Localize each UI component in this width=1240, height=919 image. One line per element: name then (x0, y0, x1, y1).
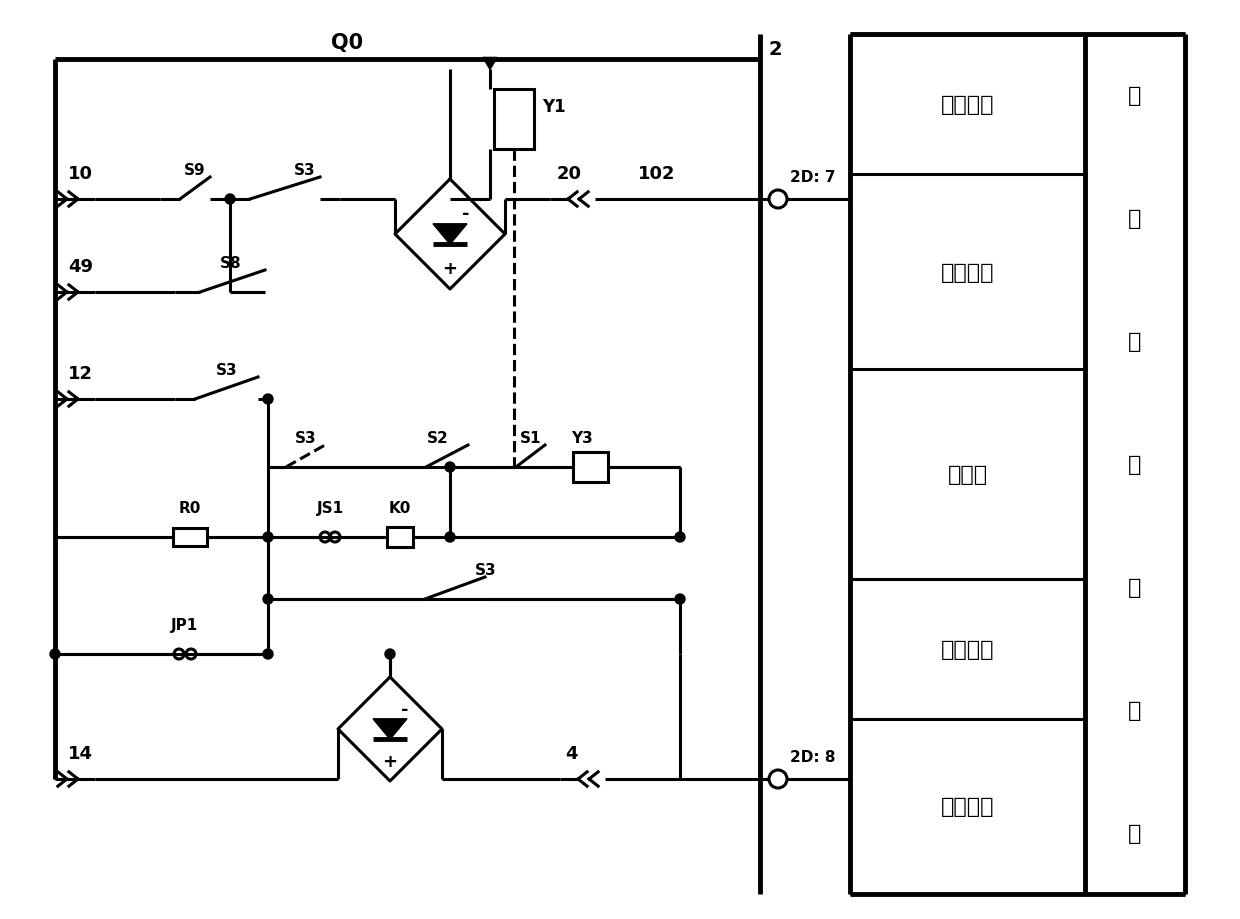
Text: 闸: 闸 (1128, 577, 1142, 597)
Text: R0: R0 (179, 501, 201, 516)
Text: 回: 回 (1128, 700, 1142, 720)
Text: 12: 12 (68, 365, 93, 382)
Text: Y1: Y1 (542, 98, 565, 116)
Text: S8: S8 (219, 255, 242, 271)
Bar (387, 528, 413, 548)
Text: 2: 2 (768, 40, 781, 59)
Text: +: + (443, 260, 458, 278)
Text: 重合闸: 重合闸 (947, 464, 987, 484)
Circle shape (445, 462, 455, 472)
Circle shape (263, 394, 273, 404)
Text: 2D: 8: 2D: 8 (790, 749, 836, 765)
Bar (174, 528, 207, 547)
Text: S3: S3 (216, 363, 237, 378)
Text: JS1: JS1 (316, 501, 343, 516)
Circle shape (50, 650, 60, 659)
Text: 2D: 7: 2D: 7 (790, 170, 836, 185)
Polygon shape (482, 58, 497, 71)
Text: -: - (461, 205, 469, 222)
Polygon shape (433, 224, 467, 245)
Text: 器: 器 (1128, 332, 1142, 352)
Circle shape (384, 650, 396, 659)
Circle shape (675, 595, 684, 605)
Circle shape (675, 532, 684, 542)
Text: Q0: Q0 (331, 33, 363, 53)
Circle shape (224, 195, 236, 205)
Polygon shape (373, 719, 407, 740)
Bar (573, 452, 608, 482)
Circle shape (263, 532, 273, 542)
Text: 4: 4 (565, 744, 578, 762)
Text: Y3: Y3 (570, 430, 593, 446)
Text: S3: S3 (475, 562, 497, 577)
Text: 跳位监视: 跳位监视 (941, 262, 994, 282)
Text: S3: S3 (294, 163, 316, 177)
Text: S3: S3 (295, 430, 316, 446)
Text: 就地操作: 就地操作 (941, 640, 994, 659)
Text: 路: 路 (1128, 209, 1142, 229)
Text: 断: 断 (1128, 86, 1142, 107)
Circle shape (445, 532, 455, 542)
Text: +: + (382, 753, 398, 770)
Text: 合: 合 (1128, 455, 1142, 474)
Text: 合闸闭锁: 合闸闭锁 (941, 95, 994, 115)
Text: 14: 14 (68, 744, 93, 762)
Text: 102: 102 (639, 165, 676, 183)
Text: JP1: JP1 (171, 618, 198, 632)
Text: S2: S2 (427, 430, 449, 446)
Text: 远方操作: 远方操作 (941, 797, 994, 817)
Circle shape (263, 595, 273, 605)
Text: 10: 10 (68, 165, 93, 183)
Text: K0: K0 (389, 501, 412, 516)
Text: 49: 49 (68, 257, 93, 276)
Text: -: - (401, 700, 408, 719)
Text: 20: 20 (557, 165, 582, 183)
Circle shape (263, 650, 273, 659)
Bar (494, 90, 534, 150)
Text: 路: 路 (1128, 823, 1142, 843)
Text: S1: S1 (520, 430, 541, 446)
Text: S9: S9 (185, 163, 206, 177)
